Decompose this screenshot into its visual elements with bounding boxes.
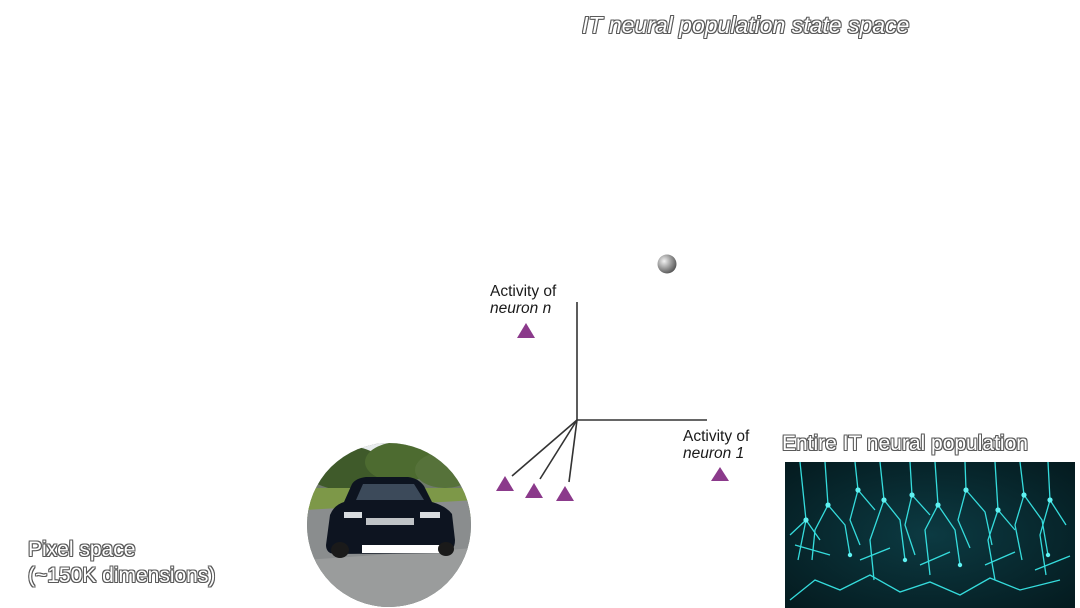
- triangle-marker-b: [525, 483, 543, 498]
- depth-axis-2: [539, 419, 578, 480]
- population-label: Entire IT neural population: [782, 432, 1028, 455]
- vertical-axis-label-line1: Activity of: [490, 283, 557, 300]
- triangle-marker-n: [517, 323, 535, 338]
- axes: [511, 302, 707, 483]
- population-response-sphere: [657, 254, 677, 274]
- horizontal-axis-label-line1: Activity of: [683, 428, 750, 445]
- pixel-space-label: Pixel space (~150K dimensions): [28, 537, 215, 589]
- car-photo: [307, 443, 471, 607]
- horizontal-axis-label: Activity of neuron 1: [683, 428, 749, 462]
- triangle-marker-1: [711, 467, 729, 481]
- depth-axis-1: [511, 419, 578, 477]
- pixel-space-title: Pixel space: [28, 538, 136, 561]
- triangle-markers: [496, 323, 729, 501]
- neural-population-image: [785, 462, 1075, 608]
- pixel-space-dimensions: (~150K dimensions): [28, 564, 216, 587]
- vertical-axis-label: Activity of neuron n: [490, 283, 556, 317]
- triangle-marker-a: [496, 476, 514, 491]
- horizontal-axis-label-line2: neuron 1: [683, 445, 745, 462]
- vertical-axis-label-line2: neuron n: [490, 300, 552, 317]
- diagram-title: IT neural population state space: [582, 12, 910, 38]
- depth-axis-3: [568, 419, 578, 483]
- triangle-marker-c: [556, 486, 574, 501]
